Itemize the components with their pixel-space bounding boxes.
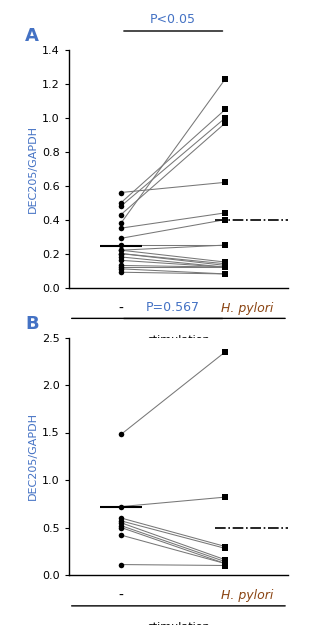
Point — [119, 188, 124, 198]
Point — [119, 518, 124, 528]
Text: -: - — [119, 302, 123, 316]
Point — [119, 233, 124, 243]
Y-axis label: DEC205/GAPDH: DEC205/GAPDH — [28, 412, 38, 500]
Point — [119, 249, 124, 259]
Point — [223, 269, 228, 279]
Point — [223, 262, 228, 272]
Point — [119, 198, 124, 208]
Point — [119, 521, 124, 531]
Point — [223, 555, 228, 565]
Point — [223, 261, 228, 271]
Point — [223, 559, 228, 569]
Point — [119, 201, 124, 211]
Point — [223, 177, 228, 187]
Point — [223, 262, 228, 272]
Point — [119, 559, 124, 569]
Point — [223, 214, 228, 224]
Point — [223, 240, 228, 250]
Point — [223, 543, 228, 553]
Point — [119, 262, 124, 272]
Text: H. pylori: H. pylori — [221, 589, 274, 602]
Y-axis label: DEC205/GAPDH: DEC205/GAPDH — [28, 125, 38, 212]
Text: P=0.567: P=0.567 — [146, 301, 200, 314]
Point — [119, 522, 124, 532]
Point — [223, 492, 228, 502]
Point — [119, 245, 124, 255]
Point — [223, 262, 228, 272]
Point — [223, 104, 228, 114]
Text: P<0.05: P<0.05 — [150, 13, 196, 26]
Point — [119, 249, 124, 259]
Point — [119, 513, 124, 523]
Point — [223, 559, 228, 569]
Point — [119, 516, 124, 526]
Point — [223, 269, 228, 279]
Point — [223, 262, 228, 272]
Text: -: - — [119, 589, 123, 603]
Point — [223, 208, 228, 218]
Point — [119, 240, 124, 250]
Point — [119, 530, 124, 540]
Text: stimulation: stimulation — [147, 622, 210, 625]
Text: stimulation: stimulation — [147, 335, 210, 345]
Point — [223, 240, 228, 250]
Point — [119, 502, 124, 512]
Text: H. pylori: H. pylori — [221, 302, 274, 315]
Point — [223, 347, 228, 357]
Point — [223, 541, 228, 551]
Text: B: B — [25, 315, 39, 332]
Point — [223, 561, 228, 571]
Point — [119, 268, 124, 278]
Point — [223, 259, 228, 269]
Point — [223, 118, 228, 128]
Point — [119, 209, 124, 219]
Point — [119, 223, 124, 233]
Point — [119, 256, 124, 266]
Point — [119, 264, 124, 274]
Point — [223, 74, 228, 84]
Point — [223, 113, 228, 123]
Point — [223, 257, 228, 267]
Point — [119, 218, 124, 228]
Point — [119, 261, 124, 271]
Point — [119, 429, 124, 439]
Point — [223, 557, 228, 567]
Point — [119, 252, 124, 262]
Text: A: A — [25, 28, 39, 45]
Point — [119, 245, 124, 255]
